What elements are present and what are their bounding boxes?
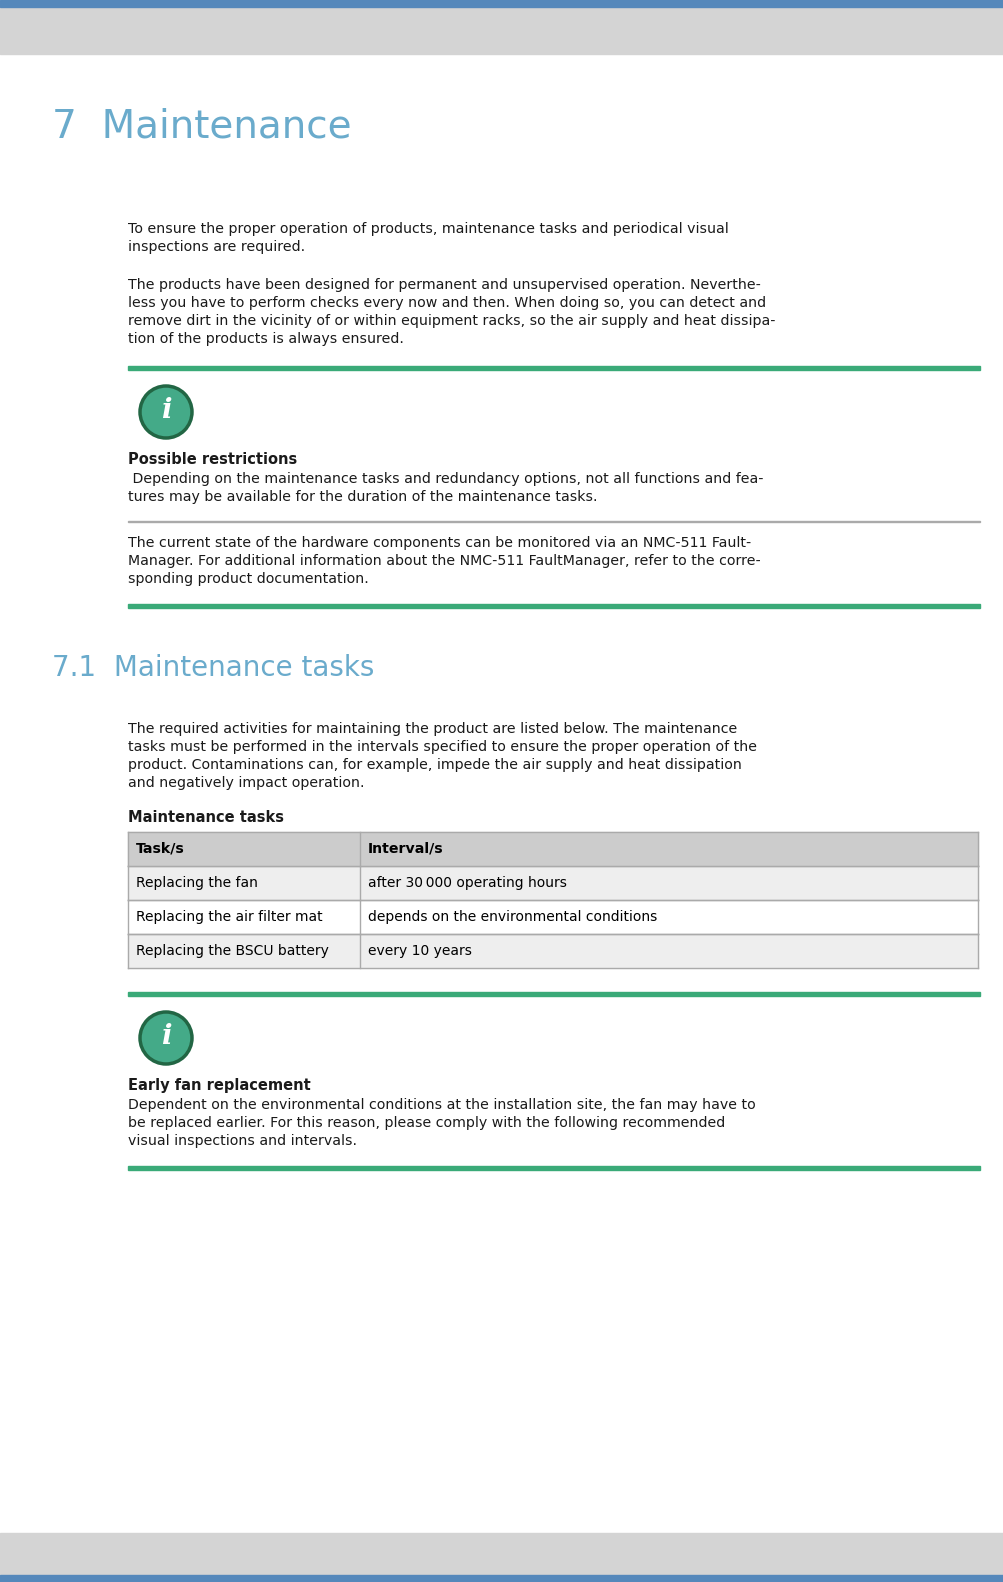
Bar: [127, 1166, 979, 1171]
Bar: [127, 865, 977, 900]
Text: Operation Manual 90DIBR5flexibleTxOM02 - 1.2: Operation Manual 90DIBR5flexibleTxOM02 -…: [28, 1544, 378, 1560]
Text: Replacing the fan: Replacing the fan: [135, 876, 258, 891]
Text: less you have to perform checks every now and then. When doing so, you can detec: less you have to perform checks every no…: [127, 296, 765, 310]
Text: and negatively impact operation.: and negatively impact operation.: [127, 777, 364, 789]
Text: after 30 000 operating hours: after 30 000 operating hours: [368, 876, 567, 891]
Text: depends on the environmental conditions: depends on the environmental conditions: [368, 910, 657, 924]
Text: Interval/s: Interval/s: [368, 842, 443, 856]
Text: Replacing the air filter mat: Replacing the air filter mat: [135, 910, 322, 924]
Text: tures may be available for the duration of the maintenance tasks.: tures may be available for the duration …: [127, 490, 597, 505]
Text: Replacing the BSCU battery: Replacing the BSCU battery: [135, 944, 329, 959]
Text: sponding product documentation.: sponding product documentation.: [127, 573, 368, 585]
Bar: [0, 6, 1003, 54]
Text: tion of the products is always ensured.: tion of the products is always ensured.: [127, 332, 403, 346]
Bar: [127, 604, 979, 607]
Text: Maintenance tasks: Maintenance tasks: [840, 38, 977, 54]
Text: remove dirt in the vicinity of or within equipment racks, so the air supply and : remove dirt in the vicinity of or within…: [127, 313, 774, 327]
Bar: [0, 1533, 1003, 1576]
Text: Maintenance tasks: Maintenance tasks: [127, 810, 284, 824]
Text: Depending on the maintenance tasks and redundancy options, not all functions and: Depending on the maintenance tasks and r…: [127, 471, 762, 486]
Text: 7.1  Maintenance tasks: 7.1 Maintenance tasks: [52, 653, 374, 682]
Text: inspections are required.: inspections are required.: [127, 240, 305, 255]
Text: i: i: [160, 397, 172, 424]
Circle shape: [139, 386, 192, 438]
Bar: [127, 992, 979, 997]
Text: be replaced earlier. For this reason, please comply with the following recommend: be replaced earlier. For this reason, pl…: [127, 1115, 724, 1130]
Text: The current state of the hardware components can be monitored via an NMC-511 Fau: The current state of the hardware compon…: [127, 536, 750, 551]
Bar: [0, 0, 1003, 6]
Text: tasks must be performed in the intervals specified to ensure the proper operatio: tasks must be performed in the intervals…: [127, 740, 756, 755]
Text: Dependent on the environmental conditions at the installation site, the fan may : Dependent on the environmental condition…: [127, 1098, 755, 1112]
Text: Possible restrictions: Possible restrictions: [127, 452, 297, 467]
Text: The products have been designed for permanent and unsupervised operation. Nevert: The products have been designed for perm…: [127, 278, 760, 293]
Text: To ensure the proper operation of products, maintenance tasks and periodical vis: To ensure the proper operation of produc…: [127, 221, 728, 236]
Text: DIB-R5 flexibleTx: DIB-R5 flexibleTx: [28, 30, 153, 46]
Text: The required activities for maintaining the product are listed below. The mainte: The required activities for maintaining …: [127, 721, 736, 736]
Bar: [127, 933, 977, 968]
Bar: [0, 1576, 1003, 1582]
Text: Early fan replacement: Early fan replacement: [127, 1077, 311, 1093]
Text: Task/s: Task/s: [135, 842, 185, 856]
Text: i: i: [160, 1024, 172, 1050]
Text: 81: 81: [959, 1544, 977, 1560]
Text: Manager. For additional information about the NMC-511 FaultManager, refer to the: Manager. For additional information abou…: [127, 554, 760, 568]
Bar: [127, 832, 977, 865]
Text: Maintenance: Maintenance: [883, 19, 977, 33]
Text: 7  Maintenance: 7 Maintenance: [52, 108, 351, 146]
Bar: [127, 900, 977, 933]
Text: visual inspections and intervals.: visual inspections and intervals.: [127, 1134, 357, 1149]
Text: every 10 years: every 10 years: [368, 944, 471, 959]
Text: product. Contaminations can, for example, impede the air supply and heat dissipa: product. Contaminations can, for example…: [127, 758, 741, 772]
Bar: [127, 365, 979, 370]
Circle shape: [139, 1012, 192, 1065]
